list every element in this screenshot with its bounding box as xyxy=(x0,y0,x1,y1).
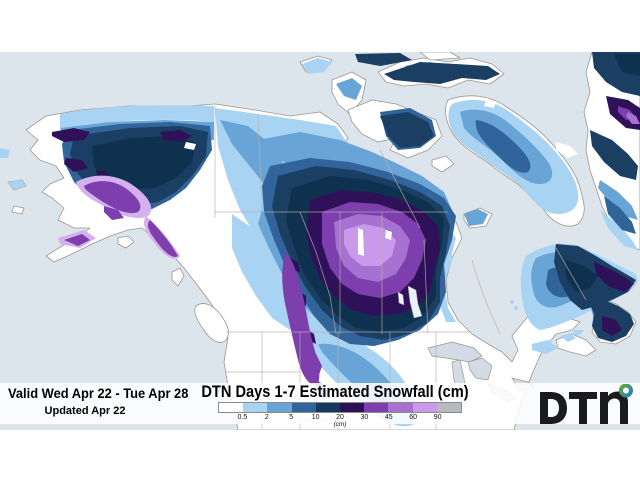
snow-layer-lavender xyxy=(344,224,396,266)
legend-segment xyxy=(219,403,244,412)
belcher-islands xyxy=(510,300,518,310)
legend-segment xyxy=(315,403,341,412)
map-title: DTN Days 1-7 Estimated Snowfall (cm) xyxy=(201,382,469,401)
updated-text: Updated Apr 22 xyxy=(44,405,126,417)
legend-segment xyxy=(388,403,413,412)
legend-segment xyxy=(267,403,292,412)
legend-segment xyxy=(436,403,462,412)
legend-colorbar xyxy=(218,402,462,413)
valid-period-text: Valid Wed Apr 22 - Tue Apr 28 xyxy=(8,385,189,401)
legend-tick-label: 10 xyxy=(311,414,320,421)
legend-segment xyxy=(340,403,365,412)
legend-segment xyxy=(364,403,389,412)
legend-tick-label: 90 xyxy=(433,414,442,421)
snowfall-legend: 0.5 2 5 10 20 30 45 60 90 (cm) xyxy=(218,402,462,428)
dtn-logo: DTN xyxy=(538,383,634,428)
legend-tick-label: 5 xyxy=(289,414,294,421)
legend-unit-label: (cm) xyxy=(333,421,347,428)
lake-winnipeg xyxy=(397,285,423,319)
legend-tick-label: 60 xyxy=(409,414,418,421)
legend-tick-labels: 0.5 2 5 10 20 30 45 60 90 xyxy=(218,414,462,422)
legend-segment xyxy=(412,403,437,412)
legend-tick-label: 30 xyxy=(360,414,369,421)
legend-tick-label: 2 xyxy=(264,414,269,421)
dtn-logo-graphic xyxy=(540,383,633,424)
legend-tick-label: 0.5 xyxy=(237,414,248,421)
legend-tick-label: 45 xyxy=(384,414,393,421)
small-lakes xyxy=(184,100,578,256)
alaska-mountain-snow xyxy=(58,175,180,259)
legend-segment xyxy=(291,403,316,412)
dtn-ring-icon xyxy=(619,383,633,398)
legend-tick-label: 20 xyxy=(336,414,344,421)
legend-segment xyxy=(243,403,268,412)
